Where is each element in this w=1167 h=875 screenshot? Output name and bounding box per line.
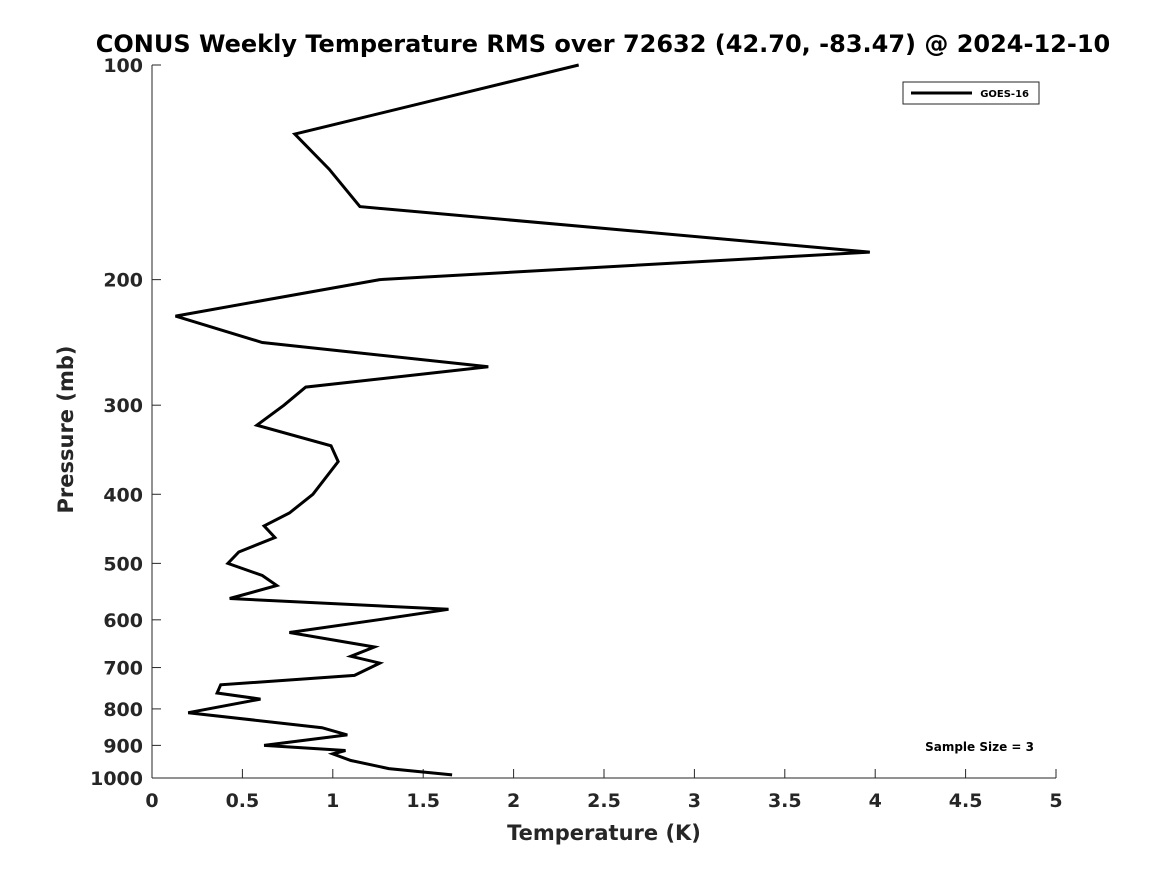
x-ticks: 0 0.5 1 1.5 2 2.5 3 3.5 4 4.5 5 xyxy=(145,769,1063,812)
sample-size-annotation: Sample Size = 3 xyxy=(925,740,1034,754)
x-tick-label: 3 xyxy=(688,790,701,812)
x-axis-label: Temperature (K) xyxy=(507,821,701,845)
y-axis-label: Pressure (mb) xyxy=(54,346,78,514)
x-tick-label: 0 xyxy=(145,790,158,812)
series-line-goes-16 xyxy=(175,63,870,777)
y-tick-label: 200 xyxy=(103,270,143,292)
legend-entry-goes-16: GOES-16 xyxy=(980,89,1029,100)
y-tick-label: 900 xyxy=(103,735,143,757)
y-tick-label: 300 xyxy=(103,395,143,417)
y-tick-label: 1000 xyxy=(90,768,143,790)
legend: GOES-16 xyxy=(902,81,1040,105)
y-tick-label: 600 xyxy=(103,610,143,632)
x-tick-label: 1.5 xyxy=(406,790,440,812)
y-tick-label: 100 xyxy=(103,55,143,77)
x-tick-label: 2.5 xyxy=(587,790,621,812)
y-tick-label: 800 xyxy=(103,699,143,721)
series-group xyxy=(175,63,870,777)
x-tick-label: 4 xyxy=(869,790,882,812)
y-tick-label: 400 xyxy=(103,484,143,506)
x-tick-label: 4.5 xyxy=(949,790,983,812)
chart-title: CONUS Weekly Temperature RMS over 72632 … xyxy=(96,30,1110,58)
x-tick-label: 0.5 xyxy=(226,790,260,812)
y-tick-label: 700 xyxy=(103,658,143,680)
x-tick-label: 3.5 xyxy=(768,790,802,812)
y-tick-label: 500 xyxy=(103,553,143,575)
plot-area: 0 0.5 1 1.5 2 2.5 3 3.5 4 4.5 5 100 200 300 400 500 600… xyxy=(90,55,1063,812)
x-tick-label: 1 xyxy=(326,790,339,812)
y-ticks: 100 200 300 400 500 600 700 800 900 1000 xyxy=(90,55,161,790)
x-tick-label: 2 xyxy=(507,790,520,812)
x-tick-label: 5 xyxy=(1049,790,1062,812)
